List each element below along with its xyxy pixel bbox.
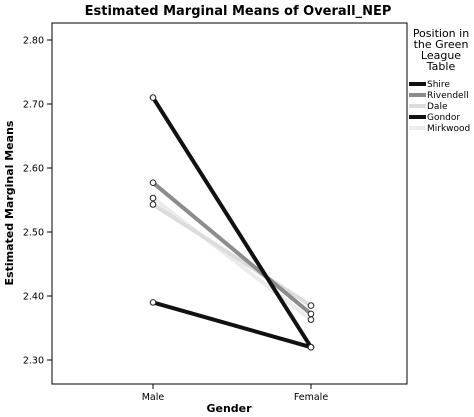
legend-label: Rivendell	[427, 91, 469, 101]
y-tick-label: 2.30	[23, 356, 44, 367]
x-tick-label: Female	[294, 392, 329, 403]
y-tick-label: 2.80	[23, 36, 44, 47]
series-line	[151, 202, 313, 308]
data-point	[307, 316, 315, 323]
data-point	[149, 194, 157, 202]
y-tick-label: 2.40	[23, 292, 44, 303]
legend-item-shire: Shire	[409, 80, 450, 90]
y-axis-label: Estimated Marginal Means	[3, 120, 16, 285]
series-line	[152, 300, 312, 350]
legend-label: Gondor	[427, 113, 460, 123]
data-point	[149, 201, 157, 208]
series-line	[151, 196, 313, 322]
legend-title-line: the Green	[414, 38, 469, 51]
legend-item-rivendell: Rivendell	[409, 91, 469, 101]
legend-title-line: League	[421, 49, 461, 62]
legend-label: Shire	[427, 80, 450, 90]
x-tick-label: Male	[142, 392, 165, 403]
series-line	[151, 96, 313, 349]
x-axis-label: Gender	[206, 402, 252, 415]
y-tick-label: 2.60	[23, 164, 44, 175]
data-point	[307, 343, 315, 351]
data-point	[149, 299, 157, 306]
legend-title-line: Position in	[413, 27, 469, 40]
series-mirkwood	[149, 194, 315, 323]
y-tick-label: 2.50	[23, 228, 44, 239]
x-axis: Male Female	[142, 384, 329, 403]
series-shire	[149, 94, 315, 351]
legend-label: Mirkwood	[427, 124, 470, 134]
legend-item-gondor: Gondor	[409, 113, 460, 123]
legend-item-dale: Dale	[409, 102, 448, 112]
series-gondor	[149, 299, 315, 351]
legend-label: Dale	[427, 102, 448, 112]
chart-title: Estimated Marginal Means of Overall_NEP	[85, 4, 392, 19]
legend-item-mirkwood: Mirkwood	[409, 124, 470, 134]
y-axis: 2.30 2.40 2.50 2.60 2.70 2.80	[23, 36, 52, 367]
data-point	[307, 310, 315, 318]
series-dale	[149, 201, 315, 309]
data-point	[149, 179, 157, 187]
data-point	[149, 94, 157, 101]
data-point	[307, 302, 315, 309]
plot-frame	[51, 22, 408, 385]
legend-title-line: Table	[426, 60, 456, 73]
y-tick-label: 2.70	[23, 100, 44, 111]
series-line	[151, 181, 313, 316]
series-lines	[149, 94, 315, 351]
series-rivendell	[149, 179, 315, 318]
